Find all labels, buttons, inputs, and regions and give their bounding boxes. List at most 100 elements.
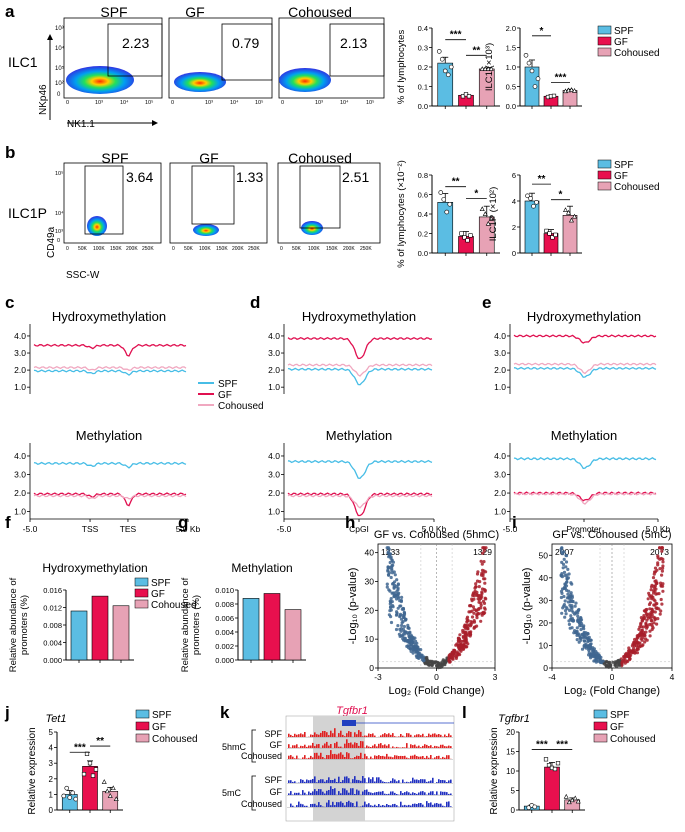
profile-line — [287, 459, 433, 479]
legend-swatch-gf — [134, 588, 149, 598]
signal-bar — [338, 776, 340, 783]
volcano-point — [458, 641, 462, 645]
legend-swatch-cohoused — [135, 733, 150, 743]
signal-bar — [372, 758, 374, 759]
flow-b-group-cohoused: Cohoused — [288, 150, 352, 166]
signal-bar — [390, 734, 392, 737]
signal-bar — [402, 805, 404, 807]
signal-bar — [406, 743, 408, 748]
volcano-point — [647, 612, 652, 616]
volcano-point — [648, 601, 653, 605]
volcano-point — [391, 582, 395, 586]
bar-spf — [242, 598, 260, 661]
signal-bar — [308, 745, 310, 748]
signal-bar — [432, 777, 434, 783]
signal-bar — [358, 730, 360, 737]
volcano-point — [582, 644, 586, 648]
signal-bar — [322, 779, 324, 783]
signal-bar — [316, 752, 318, 759]
signal-bar — [374, 744, 376, 748]
signal-bar — [392, 791, 394, 795]
volcano-point — [398, 615, 402, 619]
signal-bar — [322, 745, 324, 748]
profile-line — [513, 362, 657, 375]
signal-bar — [390, 756, 392, 759]
x-tick-label: 5.0 Kb — [176, 524, 201, 534]
volcano-i: GF vs. Cohoused (5mC)2007207301020304050… — [521, 529, 675, 697]
y-tick-label: 3.0 — [268, 470, 280, 480]
volcano-point — [660, 569, 665, 573]
signal-bar — [346, 802, 348, 807]
signal-bar — [290, 747, 292, 748]
y-tick-label: 0.1 — [418, 83, 428, 92]
bar-gf — [263, 593, 281, 661]
signal-bar — [296, 792, 298, 795]
legend-label-cohoused: Cohoused — [218, 401, 264, 412]
legend-label-cohoused: Cohoused — [151, 600, 197, 611]
y-axis-label: -Log₁₀ (p-value) — [347, 568, 359, 645]
volcano-point — [570, 608, 574, 613]
volcano-point — [613, 663, 617, 667]
signal-bar — [450, 779, 452, 783]
y-tick-label: 3.0 — [494, 348, 506, 358]
volcano-point — [471, 605, 475, 609]
volcano-point — [406, 626, 410, 630]
volcano-point — [660, 602, 664, 606]
signal-bar — [384, 805, 386, 807]
y-tick-label: 0.6 — [418, 191, 428, 200]
volcano-point — [661, 589, 665, 593]
y-tick-label: 0.3 — [418, 44, 428, 53]
flow-a-xtick: 0 — [281, 100, 284, 106]
volcano-point — [648, 607, 652, 611]
signal-bar — [346, 752, 348, 759]
y-axis-label: Relative expression — [489, 727, 500, 814]
bar-chart-a: 0.00.10.20.30.4*****% of lymphocytes — [396, 24, 500, 111]
volcano-point — [638, 632, 642, 636]
volcano-point — [399, 629, 403, 633]
signal-bar — [384, 782, 386, 783]
y-tick-label: 1.0 — [268, 507, 280, 517]
data-point — [441, 197, 447, 202]
signal-bar — [424, 757, 426, 759]
signal-bar — [364, 735, 366, 737]
volcano-point — [622, 655, 626, 659]
y-tick-label: 0.010 — [215, 586, 234, 595]
volcano-point — [637, 627, 641, 632]
signal-bar — [318, 789, 320, 795]
signal-bar — [384, 756, 386, 759]
signal-bar — [364, 778, 366, 783]
signal-bar — [320, 732, 322, 737]
volcano-point — [661, 566, 665, 570]
signal-bar — [444, 734, 446, 737]
signal-bar — [298, 801, 300, 807]
volcano-point — [562, 594, 566, 599]
signal-bar — [352, 803, 354, 807]
volcano-point — [480, 611, 484, 615]
signal-bar — [304, 732, 306, 737]
signal-bar — [320, 805, 322, 807]
signal-bar — [360, 752, 362, 759]
signal-bar — [444, 757, 446, 759]
volcano-point — [399, 617, 404, 621]
data-point — [528, 196, 533, 201]
bar-spf — [70, 610, 88, 661]
signal-bar — [374, 735, 376, 737]
signal-bar — [310, 804, 312, 807]
signal-bar — [302, 734, 304, 737]
volcano-point — [484, 570, 488, 574]
signal-bar — [420, 791, 422, 795]
volcano-point — [657, 592, 661, 596]
flow-b-xtick: 100K — [93, 246, 105, 252]
flow-b-xtick: 0 — [66, 246, 69, 252]
signal-bar — [354, 742, 356, 748]
volcano-point — [658, 567, 662, 571]
legend-label-cohoused: Cohoused — [614, 48, 660, 59]
signal-bar — [352, 788, 354, 795]
signal-bar — [290, 791, 292, 795]
volcano-point — [396, 588, 400, 592]
signal-bar — [428, 746, 430, 748]
y-axis-label: Relative abundance of — [180, 577, 191, 672]
volcano-title: GF vs. Cohoused (5hmC) — [374, 529, 499, 541]
signal-bar — [428, 757, 430, 759]
